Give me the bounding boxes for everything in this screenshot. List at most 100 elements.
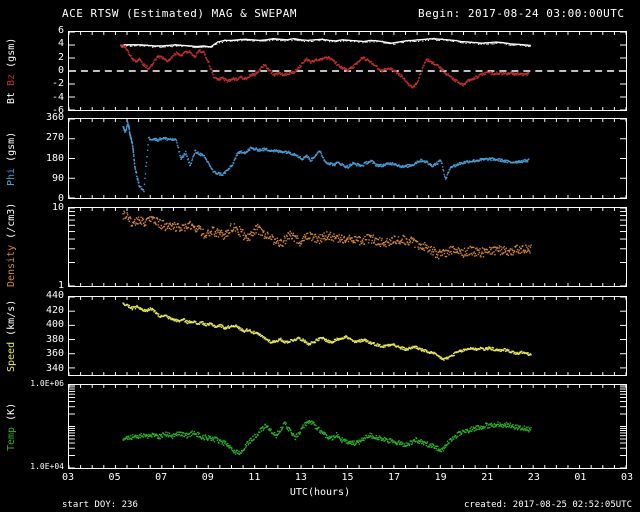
data-point [252, 333, 255, 335]
data-point [156, 45, 158, 47]
data-point [176, 144, 179, 147]
data-point [241, 40, 243, 42]
data-point [417, 441, 419, 443]
data-point [405, 347, 407, 350]
data-point [436, 254, 439, 256]
data-point [245, 151, 247, 154]
data-point [314, 233, 317, 236]
data-point [222, 440, 224, 442]
data-point [223, 79, 226, 82]
data-point [377, 343, 379, 345]
data-point [442, 248, 445, 251]
data-point [470, 426, 472, 428]
data-point [143, 183, 146, 185]
data-point [244, 447, 246, 450]
data-point [399, 243, 401, 245]
data-point [489, 253, 491, 255]
data-point [198, 436, 200, 438]
data-point [416, 240, 419, 243]
data-point [377, 40, 379, 42]
data-point [363, 41, 365, 43]
data-point [199, 152, 201, 154]
data-point [281, 339, 283, 341]
data-point [450, 75, 453, 78]
data-point [199, 49, 201, 51]
data-point [211, 168, 214, 171]
data-point [286, 340, 288, 342]
data-point [279, 239, 281, 242]
data-point [378, 68, 380, 71]
data-point [242, 39, 244, 41]
data-point [219, 230, 222, 232]
data-point [452, 355, 454, 357]
data-point [229, 78, 231, 80]
data-point [395, 441, 397, 443]
data-point [211, 323, 213, 325]
data-point [122, 127, 125, 130]
data-point [172, 318, 175, 321]
data-point [497, 348, 500, 351]
x-tick-label: 11 [248, 472, 261, 483]
data-point [286, 151, 288, 153]
data-point [321, 338, 323, 340]
data-point [469, 246, 472, 248]
data-point [410, 86, 413, 88]
data-point [130, 55, 132, 57]
data-point [228, 447, 231, 449]
data-point [150, 434, 153, 436]
data-point [427, 246, 430, 248]
data-point [333, 233, 335, 235]
data-point [144, 434, 146, 436]
data-point [159, 219, 161, 221]
data-point [442, 450, 445, 452]
data-point [208, 61, 210, 63]
data-point [165, 435, 168, 437]
data-point [373, 161, 375, 163]
data-point [223, 327, 226, 329]
data-point [341, 338, 343, 340]
data-point [134, 224, 137, 226]
data-point [202, 434, 204, 437]
data-point [246, 151, 248, 153]
data-point [233, 162, 235, 164]
data-point [328, 340, 331, 342]
data-point [196, 230, 198, 233]
data-point [243, 238, 245, 241]
data-point [329, 435, 331, 438]
data-point [305, 59, 308, 61]
data-point [321, 233, 323, 236]
data-point [236, 154, 239, 157]
data-point [364, 235, 366, 238]
data-point [383, 42, 385, 44]
data-point [188, 320, 191, 322]
data-point [515, 162, 518, 164]
data-point [382, 164, 384, 166]
data-point [280, 151, 282, 154]
data-point [142, 309, 144, 311]
data-point [124, 47, 126, 49]
data-point [169, 138, 171, 141]
data-point [353, 340, 355, 342]
data-point [505, 247, 507, 249]
data-point [201, 321, 203, 323]
data-point [323, 431, 325, 434]
data-point [523, 425, 526, 427]
data-point [482, 252, 484, 254]
data-point [362, 241, 364, 243]
data-point [412, 440, 415, 442]
data-point [426, 349, 428, 352]
data-point [419, 160, 422, 162]
data-point [305, 58, 307, 60]
data-point [171, 46, 173, 48]
data-point [440, 254, 442, 257]
data-point [387, 241, 390, 244]
data-point [393, 163, 395, 165]
data-point [489, 423, 491, 425]
data-point [373, 342, 375, 345]
data-point [214, 326, 216, 329]
data-point [274, 431, 276, 434]
data-point [321, 155, 324, 157]
data-point [211, 226, 213, 228]
data-point [219, 174, 221, 176]
data-point [254, 434, 256, 436]
